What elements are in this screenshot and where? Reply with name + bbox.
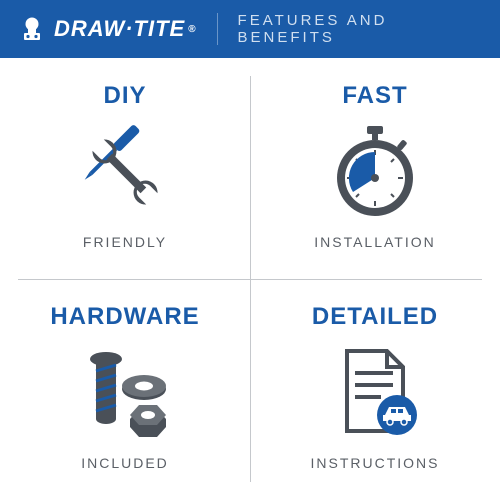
feature-subtitle: INSTALLATION	[314, 234, 436, 250]
hitch-ball-icon	[18, 15, 46, 43]
feature-cell-detailed: DETAILED INSTRUCTIONS	[250, 279, 500, 500]
feature-title: FAST	[342, 82, 407, 110]
stopwatch-icon	[325, 122, 425, 222]
feature-subtitle: INSTRUCTIONS	[311, 455, 440, 471]
feature-cell-fast: FAST	[250, 58, 500, 279]
brand-text: DRAW·TITE	[54, 16, 185, 42]
header-divider	[217, 13, 218, 45]
header-subtitle: FEATURES AND BENEFITS	[238, 12, 482, 46]
registered-mark: ®	[188, 24, 196, 35]
feature-title: DETAILED	[312, 303, 438, 331]
bolt-icon	[70, 343, 180, 443]
brand-name: DRAW·TITE ®	[54, 16, 197, 42]
feature-cell-diy: DIY FRIENDLY	[0, 58, 250, 279]
feature-title: DIY	[103, 82, 146, 110]
document-icon	[325, 343, 425, 443]
brand-logo: DRAW·TITE ®	[18, 15, 197, 43]
feature-grid: DIY FRIENDLY FAST	[0, 58, 500, 500]
feature-cell-hardware: HARDWARE	[0, 279, 250, 500]
tools-icon	[75, 122, 175, 222]
header-bar: DRAW·TITE ® FEATURES AND BENEFITS	[0, 0, 500, 58]
feature-subtitle: FRIENDLY	[83, 234, 167, 250]
feature-subtitle: INCLUDED	[81, 455, 169, 471]
feature-title: HARDWARE	[50, 303, 199, 331]
